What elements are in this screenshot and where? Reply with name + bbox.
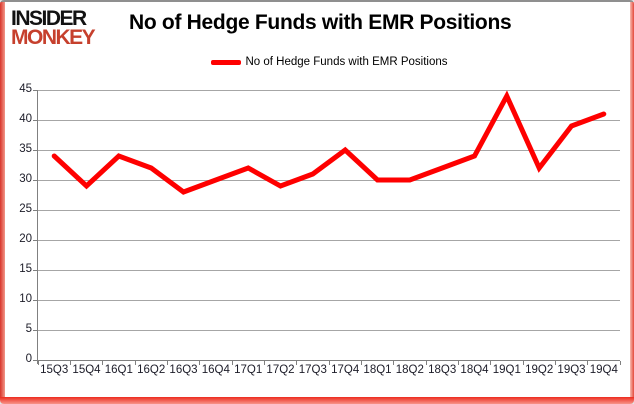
x-axis-tick bbox=[134, 361, 136, 365]
y-axis-label-25: 25 bbox=[19, 203, 32, 215]
logo-word-insider: INSIDER bbox=[11, 7, 87, 30]
x-axis-label-17Q3: 17Q3 bbox=[298, 364, 327, 376]
y-axis-label-30: 30 bbox=[19, 173, 32, 185]
x-axis-tick bbox=[199, 361, 201, 365]
x-axis-tick bbox=[296, 361, 298, 365]
y-axis-label-15: 15 bbox=[19, 263, 32, 275]
logo-word-monkey: MONKEY bbox=[11, 26, 96, 50]
y-axis-tick bbox=[33, 269, 37, 271]
x-axis-tick bbox=[490, 361, 492, 365]
y-axis-tick bbox=[33, 119, 37, 121]
y-axis-tick bbox=[33, 239, 37, 241]
gridline-y-25 bbox=[38, 209, 620, 211]
gridline-y-45 bbox=[38, 89, 620, 91]
x-axis-label-18Q3: 18Q3 bbox=[428, 364, 457, 376]
y-axis-label-20: 20 bbox=[19, 233, 32, 245]
y-axis-tick bbox=[33, 149, 37, 151]
x-axis-tick bbox=[263, 361, 265, 365]
x-axis-tick bbox=[554, 361, 556, 365]
x-axis-label-16Q2: 16Q2 bbox=[137, 364, 166, 376]
y-axis-tick bbox=[33, 209, 37, 211]
chart-title: No of Hedge Funds with EMR Positions bbox=[129, 11, 512, 34]
gridline-y-10 bbox=[38, 299, 620, 301]
frame-top-edge bbox=[1, 0, 633, 2]
y-axis-label-40: 40 bbox=[19, 113, 32, 125]
x-axis-label-19Q3: 19Q3 bbox=[557, 364, 586, 376]
y-axis-tick bbox=[33, 89, 37, 91]
x-axis-tick bbox=[231, 361, 233, 365]
y-axis-tick bbox=[33, 329, 37, 331]
gridline-y-40 bbox=[38, 119, 620, 121]
x-axis-label-18Q2: 18Q2 bbox=[395, 364, 424, 376]
chart-legend: No of Hedge Funds with EMR Positions bbox=[38, 55, 620, 69]
x-axis-tick bbox=[360, 361, 362, 365]
x-axis-tick bbox=[102, 361, 104, 365]
x-axis-line bbox=[37, 360, 620, 361]
y-axis-label-5: 5 bbox=[25, 323, 32, 335]
x-axis-label-15Q4: 15Q4 bbox=[72, 364, 101, 376]
gridline-y-5 bbox=[38, 329, 620, 331]
y-axis-line bbox=[37, 90, 38, 364]
gridline-y-15 bbox=[38, 269, 620, 271]
x-axis-label-17Q1: 17Q1 bbox=[234, 364, 263, 376]
x-axis-label-17Q4: 17Q4 bbox=[331, 364, 360, 376]
x-axis-tick bbox=[457, 361, 459, 365]
gridline-y-20 bbox=[38, 239, 620, 241]
gridline-y-30 bbox=[38, 179, 620, 181]
y-axis-tick bbox=[33, 179, 37, 181]
x-axis-tick bbox=[619, 361, 621, 365]
x-axis-label-18Q4: 18Q4 bbox=[460, 364, 489, 376]
insider-monkey-logo: INSIDER MONKEY bbox=[11, 7, 129, 50]
x-axis-label-19Q2: 19Q2 bbox=[525, 364, 554, 376]
x-axis-tick bbox=[425, 361, 427, 365]
frame-right-edge bbox=[630, 2, 634, 399]
series-line bbox=[51, 90, 607, 195]
y-axis-label-35: 35 bbox=[19, 143, 32, 155]
legend-line-swatch-icon bbox=[210, 59, 241, 65]
plot-area: 0 5 10 15 20 25 30 35 40 45 15Q3 15Q4 16Q1 16Q2 16Q3 16… bbox=[19, 83, 621, 376]
x-axis-tick bbox=[37, 361, 39, 365]
x-axis-label-15Q3: 15Q3 bbox=[40, 364, 69, 376]
x-axis-tick bbox=[522, 361, 524, 365]
y-axis-label-0: 0 bbox=[25, 353, 32, 365]
gridline-y-35 bbox=[38, 149, 620, 151]
x-axis-tick bbox=[69, 361, 71, 365]
x-axis-tick bbox=[328, 361, 330, 365]
x-axis-tick bbox=[393, 361, 395, 365]
frame-left-edge bbox=[0, 2, 5, 399]
x-axis-label-16Q3: 16Q3 bbox=[169, 364, 198, 376]
x-axis-label-16Q1: 16Q1 bbox=[104, 364, 133, 376]
x-axis-label-17Q2: 17Q2 bbox=[266, 364, 295, 376]
x-axis-label-19Q1: 19Q1 bbox=[492, 364, 521, 376]
legend-label: No of Hedge Funds with EMR Positions bbox=[245, 56, 448, 68]
hedge-fund-count-line-chart bbox=[51, 90, 607, 195]
y-axis-tick bbox=[33, 359, 37, 361]
x-axis-tick bbox=[166, 361, 168, 365]
x-axis-label-18Q1: 18Q1 bbox=[363, 364, 392, 376]
x-axis-label-16Q4: 16Q4 bbox=[201, 364, 230, 376]
y-axis-label-10: 10 bbox=[19, 293, 32, 305]
x-axis-tick bbox=[587, 361, 589, 365]
y-axis-label-45: 45 bbox=[19, 83, 32, 95]
frame-bottom-edge bbox=[0, 397, 634, 404]
x-axis-label-19Q4: 19Q4 bbox=[589, 364, 618, 376]
y-axis-tick bbox=[33, 299, 37, 301]
